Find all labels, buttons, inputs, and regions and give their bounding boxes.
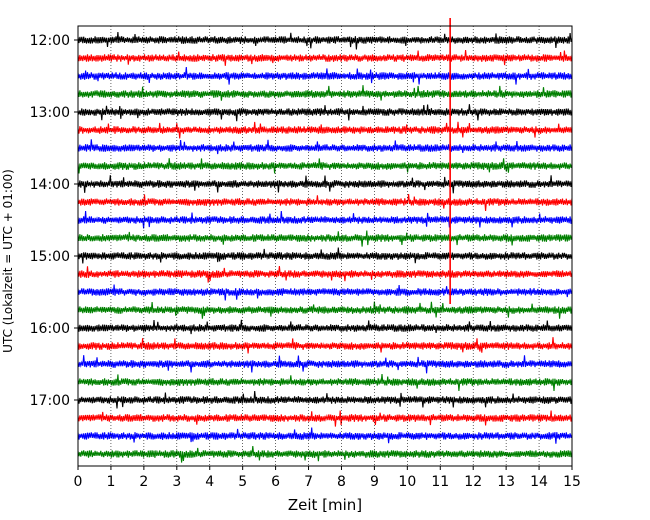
x-tick-label: 15: [563, 474, 581, 490]
x-ticks: 0 1 2 3 4 5 6 7 8 9 10 11 12 13 14 15: [74, 466, 581, 490]
grid-layer: [110, 26, 540, 466]
y-tick-label: 13:00: [30, 105, 70, 121]
y-tick-label: 16:00: [30, 321, 70, 337]
trace-row-1615: [77, 337, 573, 354]
trace-row-1715: [77, 410, 573, 427]
x-tick-label: 11: [431, 474, 449, 490]
x-tick-label: 13: [497, 474, 515, 490]
trace-row-1730: [77, 427, 573, 444]
plot-frame: [77, 25, 573, 467]
trace-row-1230: [77, 66, 573, 85]
y-axis-label: UTC (Lokalzeit = UTC + 01:00): [1, 169, 15, 353]
trace-layer: [77, 32, 573, 463]
x-tick-label: 6: [271, 474, 280, 490]
trace-row-1245: [77, 85, 573, 101]
trace-row-1215: [77, 49, 573, 66]
x-tick-label: 8: [337, 474, 346, 490]
trace-row-1315: [77, 121, 573, 139]
trace-row-1645: [77, 373, 573, 392]
trace-row-1200: [77, 32, 573, 50]
y-tick-label: 15:00: [30, 249, 70, 265]
x-tick-label: 1: [106, 474, 115, 490]
x-tick-label: 7: [304, 474, 313, 490]
trace-row-1500: [77, 247, 573, 264]
y-tick-label: 17:00: [30, 393, 70, 409]
trace-row-1330: [77, 139, 573, 155]
trace-row-1515: [77, 266, 573, 283]
x-tick-label: 14: [530, 474, 548, 490]
x-axis-label: Zeit [min]: [288, 496, 362, 514]
trace-row-1415: [77, 193, 573, 212]
x-tick-label: 0: [74, 474, 83, 490]
trace-row-1530: [77, 284, 573, 301]
x-tick-label: 4: [205, 474, 214, 490]
trace-row-1400: [77, 175, 573, 194]
trace-row-1545: [77, 301, 573, 319]
trace-row-1430: [77, 210, 573, 229]
trace-row-1630: [77, 355, 573, 374]
trace-row-1345: [77, 158, 573, 174]
x-tick-label: 2: [139, 474, 148, 490]
trace-row-1745: [77, 446, 573, 463]
trace-row-1445: [77, 230, 573, 247]
x-tick-label: 12: [464, 474, 482, 490]
trace-row-1700: [77, 391, 573, 409]
x-tick-label: 10: [398, 474, 416, 490]
x-tick-label: 3: [172, 474, 181, 490]
y-tick-label: 14:00: [30, 177, 70, 193]
y-ticks: 12:00 13:00 14:00 15:00 16:00 17:00: [30, 33, 78, 409]
y-tick-label: 12:00: [30, 33, 70, 49]
x-tick-label: 9: [370, 474, 379, 490]
trace-row-1600: [77, 319, 573, 335]
trace-row-1300: [77, 104, 573, 122]
x-tick-label: 5: [238, 474, 247, 490]
